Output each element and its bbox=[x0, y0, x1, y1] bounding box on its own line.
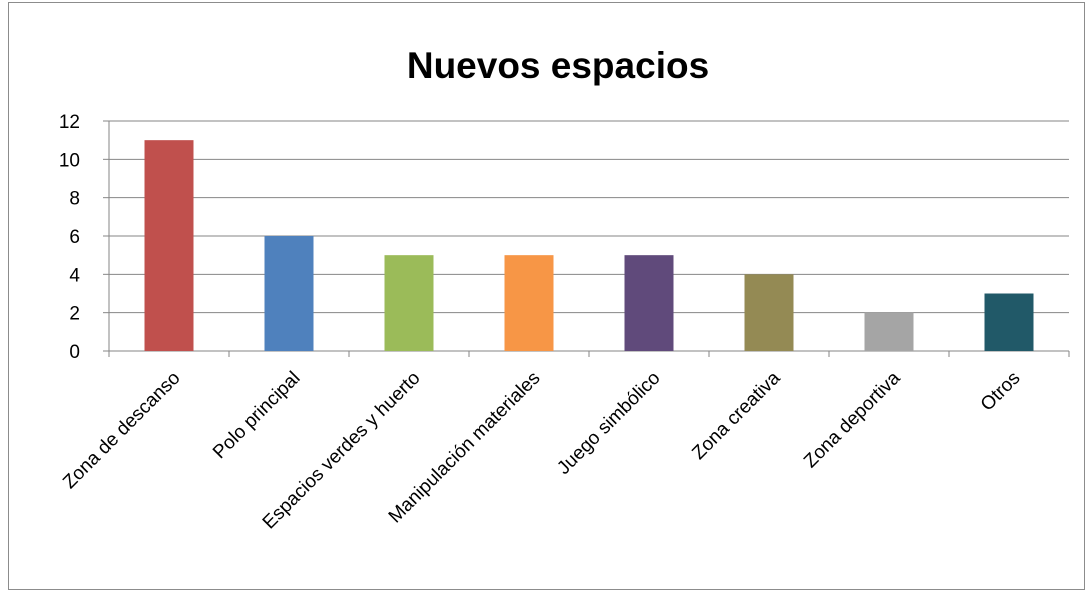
bar-4 bbox=[504, 255, 554, 351]
bars bbox=[144, 140, 1034, 351]
x-tick-label: Zona de descanso bbox=[59, 368, 184, 493]
y-tick-label: 2 bbox=[69, 304, 80, 325]
gridlines bbox=[109, 120, 1069, 314]
bar-1 bbox=[144, 140, 194, 351]
x-tick-label: Otros bbox=[977, 368, 1025, 416]
x-tick-label: Zona deportiva bbox=[800, 367, 905, 472]
y-tick-label: 10 bbox=[59, 150, 80, 171]
bar-2 bbox=[264, 236, 314, 351]
y-tick-label: 12 bbox=[59, 112, 80, 133]
x-tick-label: Zona creativa bbox=[688, 367, 785, 464]
bar-3 bbox=[384, 255, 434, 351]
y-tick-label: 6 bbox=[69, 227, 80, 248]
x-tick-label: Juego simbólico bbox=[553, 368, 664, 479]
y-tick-label: 4 bbox=[69, 265, 80, 286]
bar-8 bbox=[984, 293, 1034, 351]
y-tick-label: 8 bbox=[69, 189, 80, 210]
y-tick-label: 0 bbox=[69, 342, 80, 363]
bar-6 bbox=[744, 274, 794, 351]
chart-title: Nuevos espacios bbox=[407, 45, 709, 86]
bar-5 bbox=[624, 255, 674, 351]
y-tick-labels: 0 2 4 6 8 10 12 bbox=[59, 112, 81, 363]
bar-7 bbox=[864, 312, 914, 351]
x-tick-label: Polo principal bbox=[209, 368, 305, 464]
axes bbox=[103, 120, 1070, 357]
